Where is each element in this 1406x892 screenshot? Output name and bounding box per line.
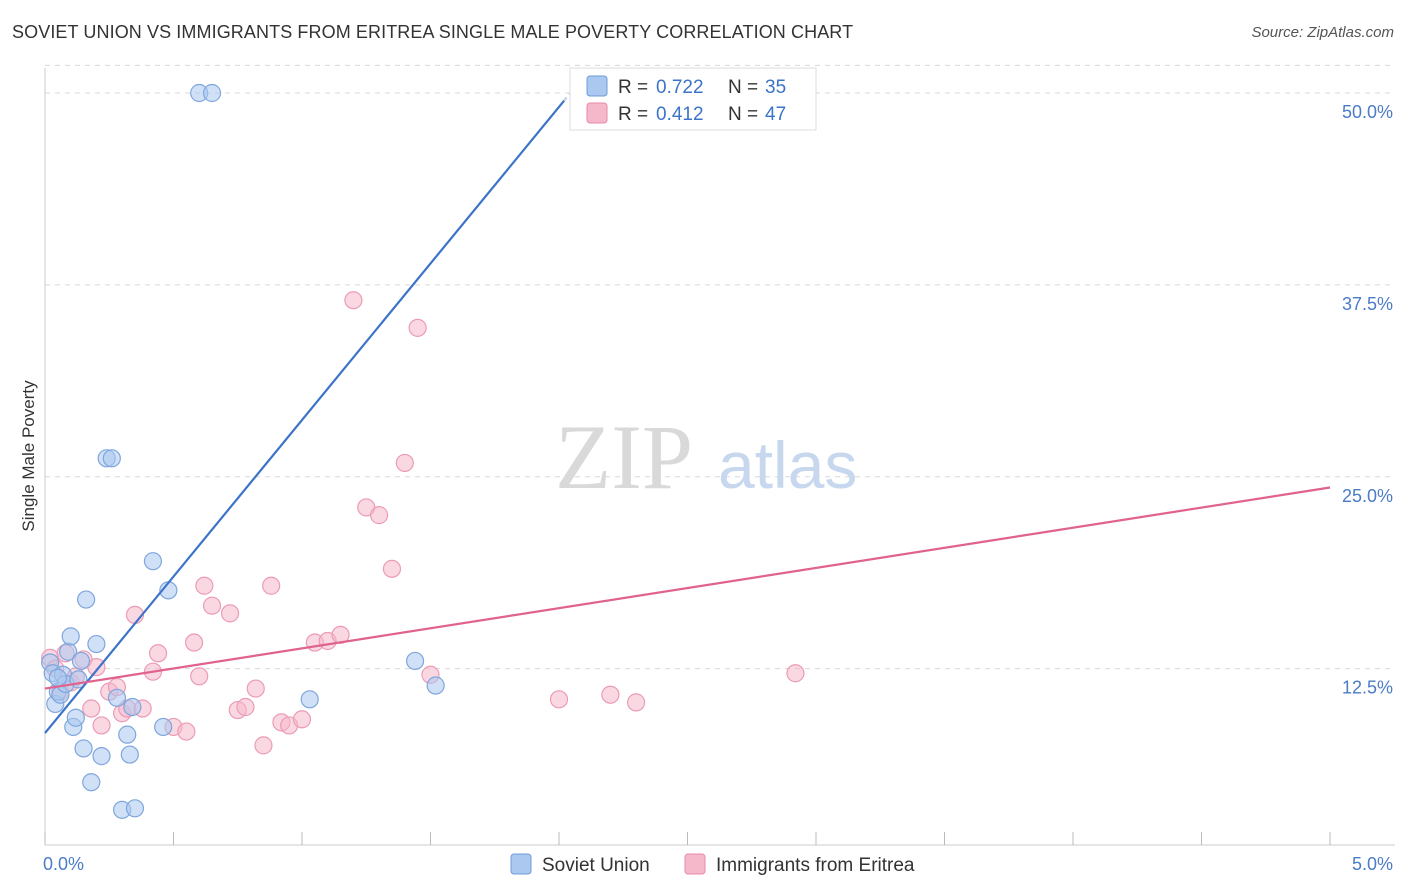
legend-n-value-pink: 47: [765, 104, 786, 125]
point-soviet-union: [154, 717, 173, 737]
point-eritrea: [408, 318, 427, 337]
bottom-legend-swatch-blue: [510, 853, 532, 875]
point-soviet-union: [92, 747, 111, 766]
legend-r-label-blue: R =: [618, 77, 653, 98]
point-soviet-union: [102, 449, 121, 468]
point-eritrea: [626, 693, 646, 712]
point-eritrea: [190, 667, 209, 686]
point-soviet-union: [143, 552, 163, 571]
point-eritrea: [246, 679, 265, 698]
point-eritrea: [148, 644, 168, 663]
point-eritrea: [254, 736, 273, 755]
point-eritrea: [292, 710, 312, 729]
chart-title: SOVIET UNION VS IMMIGRANTS FROM ERITREA …: [12, 22, 854, 42]
legend-swatch-blue: [586, 75, 608, 97]
point-soviet-union: [123, 697, 142, 717]
series-immigrants-from-eritrea: [41, 291, 805, 755]
point-eritrea: [202, 596, 222, 615]
y-tick-label: 50.0%: [1342, 102, 1393, 122]
legend: R = 0.722 N = 35 R = 0.412 N = 47: [569, 67, 817, 131]
legend-box: [569, 67, 817, 131]
point-soviet-union: [77, 590, 96, 609]
point-eritrea: [262, 576, 281, 595]
legend-n-label-blue: N =: [728, 77, 763, 98]
series-soviet-union: [41, 83, 445, 819]
point-soviet-union: [202, 83, 222, 103]
point-eritrea: [344, 291, 363, 310]
point-soviet-union: [82, 773, 101, 792]
point-soviet-union: [426, 676, 445, 695]
watermark-zip: ZIP: [555, 406, 693, 508]
point-eritrea: [87, 657, 106, 677]
point-soviet-union: [118, 725, 137, 744]
x-ticks: [44, 832, 1331, 845]
bottom-legend-swatch-pink: [684, 853, 706, 875]
point-soviet-union: [71, 651, 91, 671]
watermark-atlas: atlas: [718, 428, 857, 502]
point-eritrea: [220, 604, 240, 623]
point-eritrea: [177, 722, 196, 741]
grid-lines: [45, 64, 1395, 670]
point-eritrea: [382, 559, 402, 578]
legend-swatch-pink: [586, 102, 608, 124]
trendline-eritrea: [44, 486, 1331, 690]
x-tick-label-max: 5.0%: [1352, 854, 1393, 874]
point-soviet-union: [66, 708, 85, 727]
point-soviet-union: [87, 634, 106, 654]
point-soviet-union: [120, 745, 139, 764]
legend-n-label-pink: N =: [728, 104, 763, 125]
point-soviet-union: [300, 690, 319, 709]
point-eritrea: [184, 633, 204, 652]
bottom-legend: Soviet Union Immigrants from Eritrea: [510, 853, 915, 876]
legend-n-value-blue: 35: [765, 77, 786, 98]
y-tick-label: 37.5%: [1342, 294, 1393, 314]
trend-lines: [44, 81, 1331, 734]
trendline-soviet-union: [44, 99, 565, 734]
bottom-legend-label-blue: Soviet Union: [542, 855, 650, 876]
point-eritrea: [786, 664, 805, 683]
legend-r-value-blue: 0.722: [656, 77, 704, 98]
axes: [44, 68, 1395, 846]
point-eritrea: [82, 699, 101, 718]
y-tick-label: 25.0%: [1342, 486, 1393, 506]
point-eritrea: [601, 685, 620, 704]
point-soviet-union: [125, 799, 145, 818]
legend-r-label-pink: R =: [618, 104, 653, 125]
point-soviet-union: [107, 688, 127, 707]
point-soviet-union: [61, 627, 80, 646]
point-eritrea: [236, 697, 255, 717]
point-eritrea: [92, 716, 111, 735]
y-tick-labels: 12.5% 25.0% 37.5% 50.0%: [1342, 102, 1393, 698]
point-soviet-union: [74, 739, 93, 758]
point-eritrea: [549, 690, 569, 709]
point-eritrea: [370, 506, 389, 525]
bottom-legend-label-pink: Immigrants from Eritrea: [716, 855, 915, 876]
point-soviet-union: [405, 651, 425, 671]
x-tick-label-min: 0.0%: [43, 854, 84, 874]
legend-r-value-pink: 0.412: [656, 104, 704, 125]
watermark: ZIP atlas: [555, 406, 857, 508]
point-soviet-union: [48, 668, 67, 687]
point-eritrea: [395, 453, 414, 473]
y-axis-title: Single Male Poverty: [19, 380, 38, 532]
point-eritrea: [195, 576, 214, 595]
source-label: Source: ZipAtlas.com: [1251, 24, 1394, 41]
y-tick-label: 12.5%: [1342, 678, 1393, 698]
